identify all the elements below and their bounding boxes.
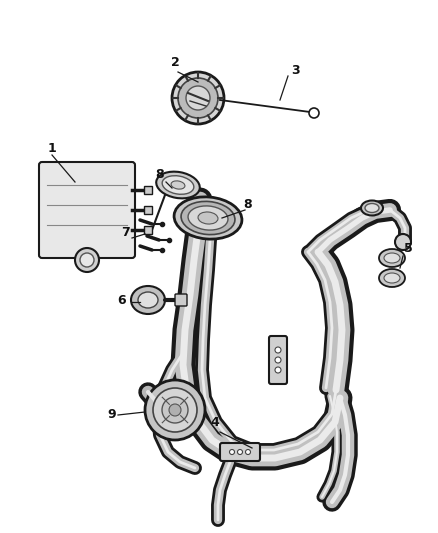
Ellipse shape — [365, 204, 379, 213]
Ellipse shape — [188, 206, 228, 230]
Text: 6: 6 — [118, 294, 126, 306]
FancyBboxPatch shape — [39, 162, 135, 258]
Text: 9: 9 — [108, 408, 117, 422]
Ellipse shape — [361, 200, 383, 215]
Circle shape — [178, 78, 218, 118]
Ellipse shape — [198, 212, 218, 224]
Circle shape — [309, 108, 319, 118]
FancyBboxPatch shape — [144, 186, 152, 194]
Ellipse shape — [379, 249, 405, 267]
Text: 8: 8 — [244, 198, 252, 212]
Text: 7: 7 — [120, 227, 129, 239]
Ellipse shape — [162, 176, 194, 195]
Text: 4: 4 — [211, 416, 219, 429]
Ellipse shape — [384, 273, 400, 283]
FancyBboxPatch shape — [144, 206, 152, 214]
Circle shape — [145, 380, 205, 440]
Ellipse shape — [384, 253, 400, 263]
Circle shape — [237, 449, 243, 455]
FancyBboxPatch shape — [144, 226, 152, 234]
FancyBboxPatch shape — [175, 294, 187, 306]
FancyBboxPatch shape — [269, 336, 287, 384]
FancyBboxPatch shape — [220, 443, 260, 461]
Text: 2: 2 — [171, 55, 180, 69]
Circle shape — [153, 388, 197, 432]
Text: 5: 5 — [404, 241, 412, 254]
Circle shape — [186, 86, 210, 110]
Circle shape — [75, 248, 99, 272]
Ellipse shape — [171, 181, 185, 189]
Circle shape — [246, 449, 251, 455]
Ellipse shape — [174, 197, 242, 239]
Ellipse shape — [156, 172, 200, 198]
Circle shape — [162, 397, 188, 423]
Ellipse shape — [181, 201, 235, 235]
Text: 8: 8 — [155, 168, 164, 182]
Circle shape — [275, 367, 281, 373]
Circle shape — [395, 234, 411, 250]
Circle shape — [275, 357, 281, 363]
Circle shape — [80, 253, 94, 267]
Circle shape — [230, 449, 234, 455]
Ellipse shape — [138, 292, 158, 308]
Circle shape — [172, 72, 224, 124]
Ellipse shape — [379, 269, 405, 287]
Circle shape — [275, 347, 281, 353]
Circle shape — [169, 404, 181, 416]
Text: 1: 1 — [48, 141, 57, 155]
Ellipse shape — [131, 286, 165, 314]
Text: 3: 3 — [291, 63, 299, 77]
